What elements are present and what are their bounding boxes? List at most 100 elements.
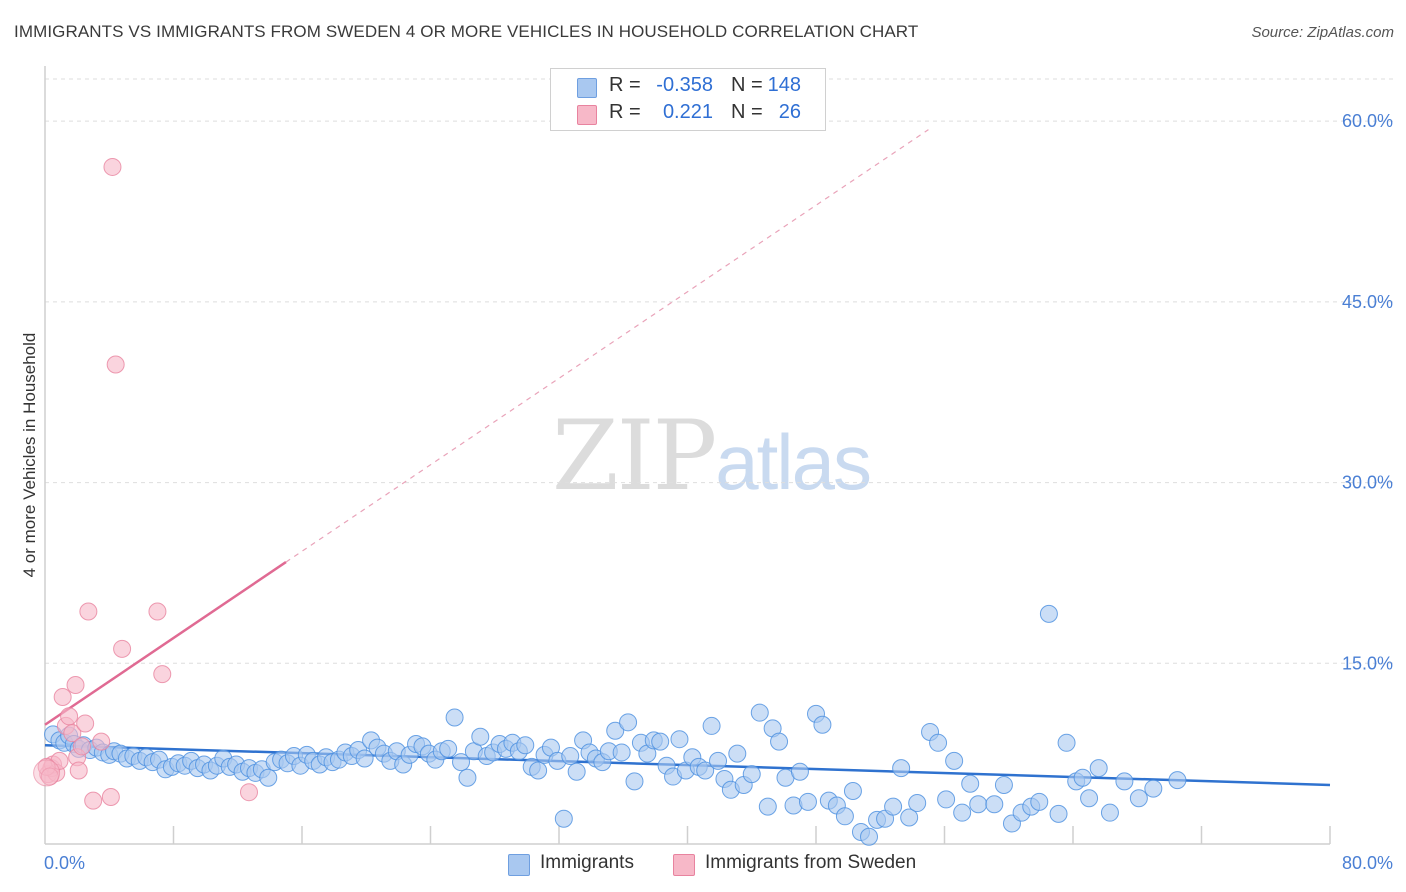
legend-n-value: 148 bbox=[767, 74, 801, 96]
point-immigrants bbox=[651, 732, 670, 751]
point-sweden bbox=[60, 707, 79, 726]
stats-legend: R = -0.358 N = 148 R = 0.221 N = 26 bbox=[550, 68, 826, 131]
point-immigrants bbox=[567, 762, 586, 781]
trend-line-sweden-extrapolated bbox=[285, 129, 929, 563]
point-immigrants bbox=[1057, 733, 1076, 752]
point-sweden bbox=[106, 355, 125, 374]
point-sweden bbox=[76, 714, 95, 733]
gridlines bbox=[45, 78, 1395, 664]
point-sweden bbox=[101, 788, 120, 807]
point-immigrants bbox=[702, 716, 721, 735]
legend-swatch-sweden bbox=[577, 105, 597, 125]
trend-line-sweden bbox=[44, 561, 287, 726]
point-immigrants bbox=[1073, 768, 1092, 787]
point-immigrants bbox=[937, 790, 956, 809]
point-sweden bbox=[84, 791, 103, 810]
axes bbox=[44, 66, 1331, 845]
legend-swatch-immigrants bbox=[508, 854, 530, 876]
point-sweden bbox=[148, 602, 167, 621]
watermark: ZIPatlas bbox=[552, 400, 872, 512]
point-immigrants bbox=[908, 794, 927, 813]
legend-label-immigrants: Immigrants bbox=[540, 852, 634, 873]
legend-r-value: 0.221 bbox=[662, 101, 713, 123]
point-sweden bbox=[72, 737, 91, 756]
point-immigrants bbox=[945, 751, 964, 770]
source-label: Source: ZipAtlas.com bbox=[1251, 24, 1394, 41]
point-immigrants bbox=[1100, 803, 1119, 822]
point-immigrants bbox=[439, 739, 458, 758]
point-immigrants bbox=[929, 733, 948, 752]
point-immigrants bbox=[1089, 759, 1108, 778]
point-immigrants bbox=[619, 713, 638, 732]
x-tick-label: 0.0% bbox=[44, 853, 85, 873]
point-immigrants bbox=[835, 807, 854, 826]
legend-n-label: N = bbox=[731, 74, 763, 96]
point-immigrants bbox=[790, 762, 809, 781]
point-immigrants bbox=[985, 795, 1004, 814]
point-immigrants bbox=[259, 768, 278, 787]
point-sweden bbox=[113, 639, 132, 658]
point-immigrants bbox=[758, 797, 777, 816]
point-sweden bbox=[103, 157, 122, 176]
point-sweden bbox=[53, 688, 72, 707]
point-immigrants bbox=[1049, 804, 1068, 823]
legend-swatch-immigrants bbox=[577, 78, 597, 98]
point-immigrants bbox=[529, 761, 548, 780]
point-sweden bbox=[69, 761, 88, 780]
point-sweden bbox=[66, 675, 85, 694]
point-immigrants bbox=[606, 721, 625, 740]
point-immigrants bbox=[750, 703, 769, 722]
point-immigrants bbox=[728, 744, 747, 763]
point-immigrants bbox=[445, 708, 464, 727]
y-tick-label: 15.0% bbox=[1342, 653, 1393, 673]
legend-r-value: -0.358 bbox=[656, 74, 713, 96]
legend-n-value: 26 bbox=[778, 101, 801, 123]
point-immigrants bbox=[961, 774, 980, 793]
point-immigrants bbox=[969, 795, 988, 814]
legend-label-sweden: Immigrants from Sweden bbox=[705, 852, 917, 873]
point-immigrants bbox=[843, 781, 862, 800]
watermark-zip: ZIP bbox=[552, 400, 717, 512]
legend-row-sweden: R = 0.221 N = 26 bbox=[551, 101, 825, 127]
y-tick-label: 30.0% bbox=[1342, 473, 1393, 493]
y-tick-label: 60.0% bbox=[1342, 111, 1393, 131]
point-immigrants bbox=[1168, 771, 1187, 790]
point-immigrants bbox=[696, 761, 715, 780]
point-sweden bbox=[33, 759, 61, 787]
point-immigrants bbox=[994, 775, 1013, 794]
point-immigrants bbox=[452, 753, 471, 772]
point-immigrants bbox=[892, 759, 911, 778]
point-sweden bbox=[79, 602, 98, 621]
legend-swatch-sweden bbox=[673, 854, 695, 876]
point-immigrants bbox=[953, 803, 972, 822]
point-immigrants bbox=[612, 743, 631, 762]
point-immigrants bbox=[471, 727, 490, 746]
point-immigrants bbox=[458, 768, 477, 787]
point-immigrants bbox=[1030, 792, 1049, 811]
tick-labels: 15.0% 30.0% 45.0% 60.0% 0.0% 80.0% bbox=[44, 111, 1393, 873]
point-immigrants bbox=[798, 792, 817, 811]
point-immigrants bbox=[625, 772, 644, 791]
point-immigrants bbox=[860, 827, 879, 846]
point-sweden bbox=[153, 665, 172, 684]
legend-n-label: N = bbox=[731, 101, 763, 123]
point-immigrants bbox=[1144, 779, 1163, 798]
point-immigrants bbox=[813, 715, 832, 734]
point-sweden bbox=[239, 783, 258, 802]
legend-row-immigrants: R = -0.358 N = 148 bbox=[551, 74, 825, 100]
trend-lines bbox=[44, 129, 1331, 787]
point-immigrants bbox=[709, 751, 728, 770]
point-immigrants bbox=[742, 765, 761, 784]
point-immigrants bbox=[1080, 789, 1099, 808]
point-immigrants bbox=[1115, 772, 1134, 791]
watermark-atlas: atlas bbox=[715, 418, 872, 506]
legend-r-label: R = bbox=[609, 74, 641, 96]
point-immigrants bbox=[516, 736, 535, 755]
point-immigrants bbox=[770, 732, 789, 751]
point-immigrants bbox=[355, 749, 374, 768]
data-points bbox=[33, 157, 1187, 846]
chart-title: IMMIGRANTS VS IMMIGRANTS FROM SWEDEN 4 O… bbox=[14, 22, 919, 41]
point-sweden bbox=[63, 724, 82, 743]
point-immigrants bbox=[561, 747, 580, 766]
